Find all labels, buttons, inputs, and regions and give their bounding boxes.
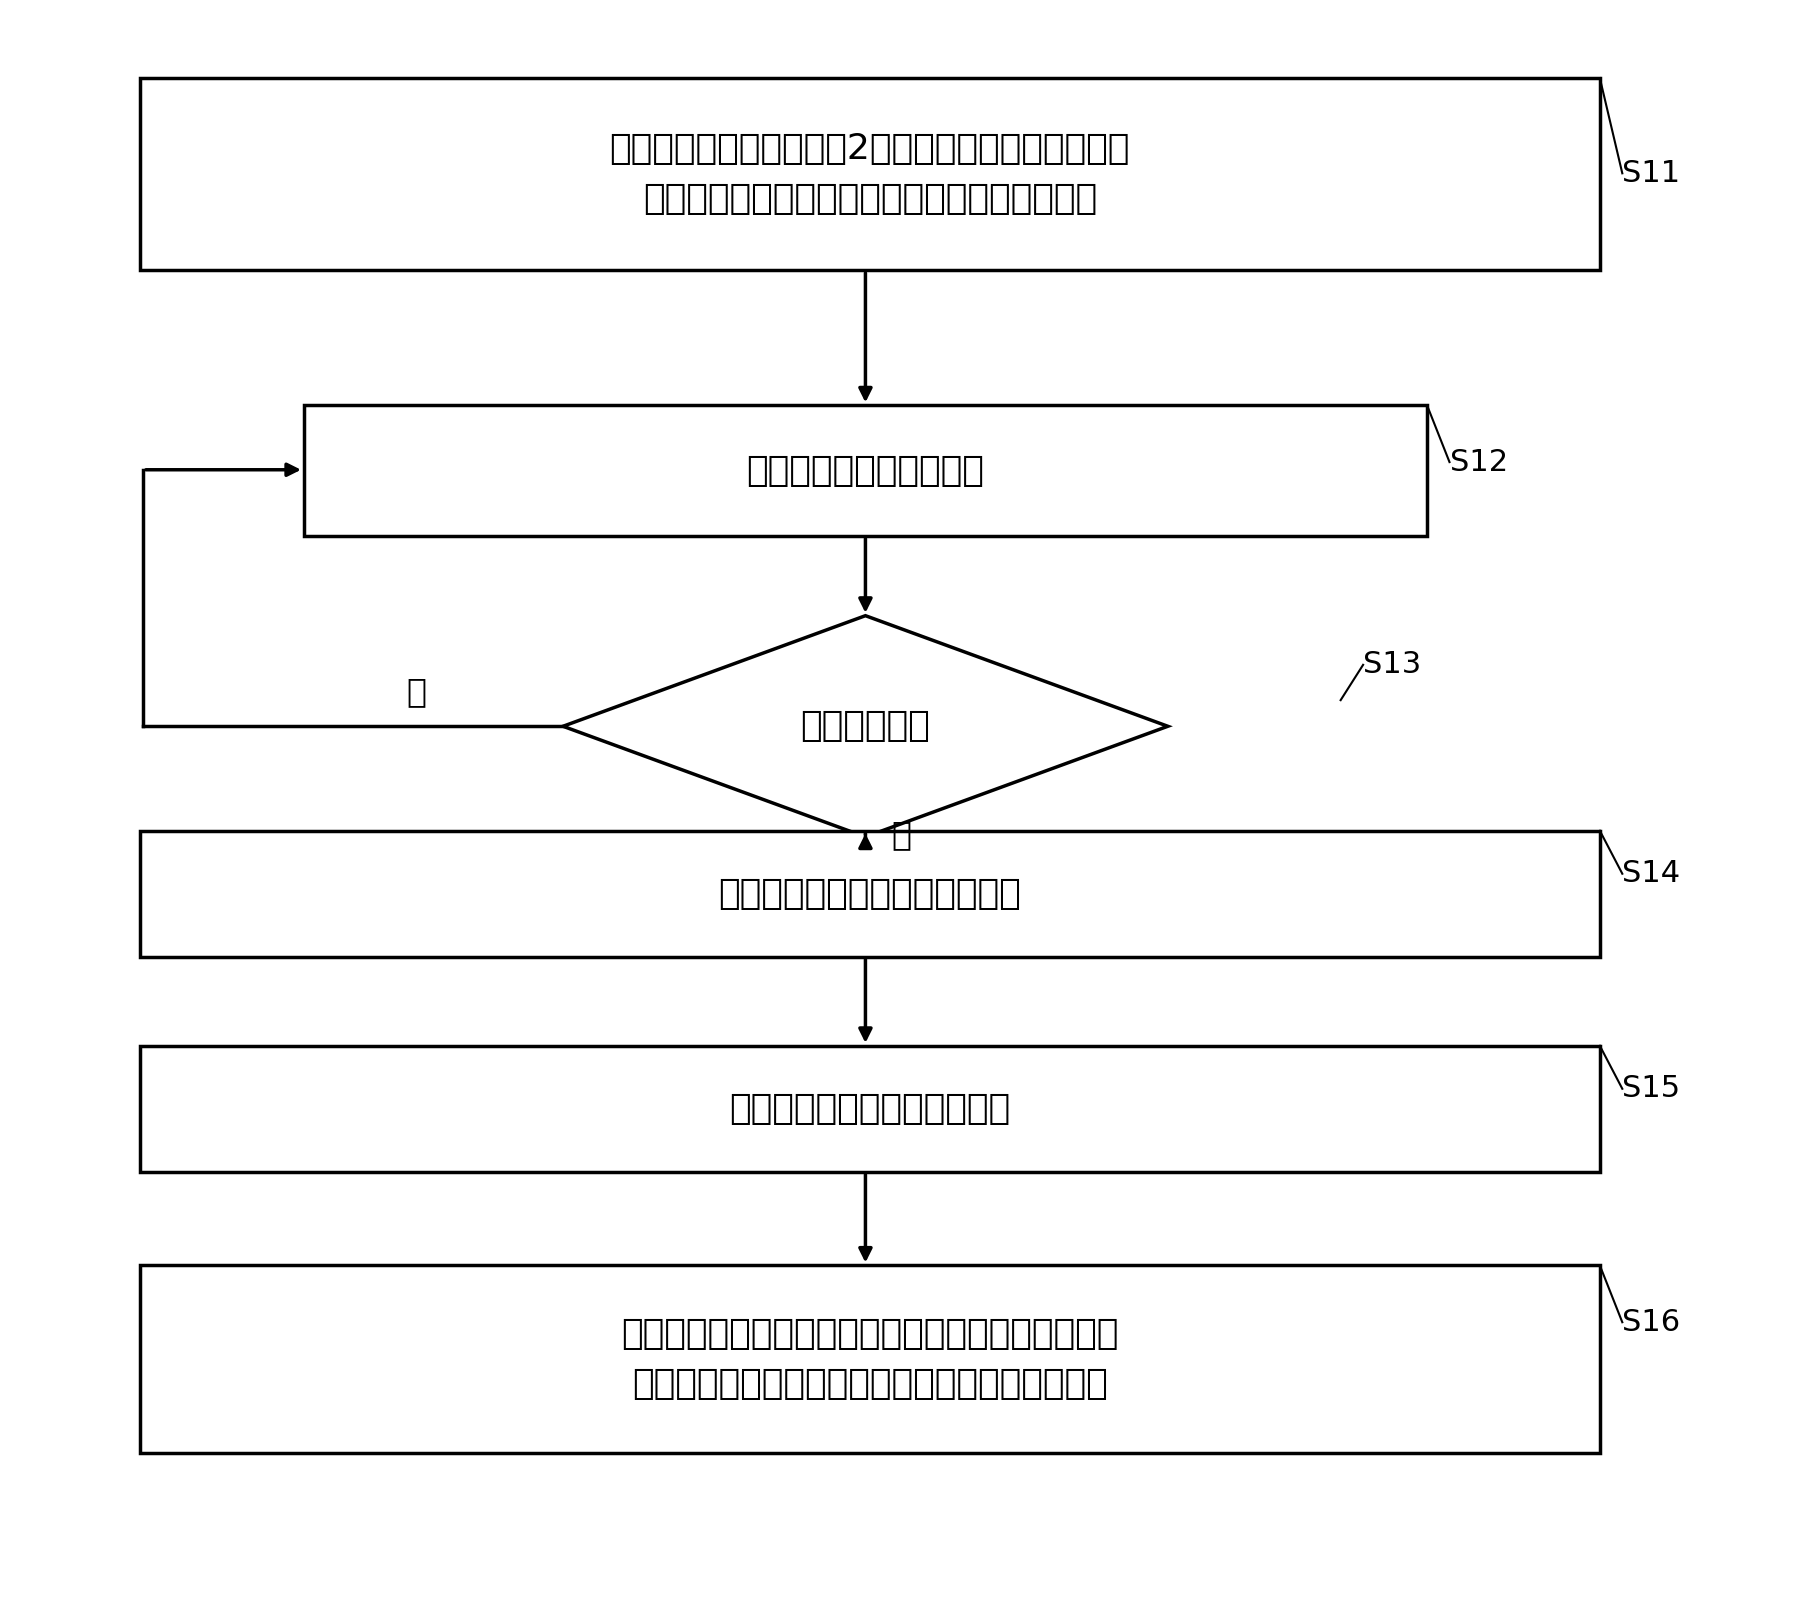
- Text: 按键被按下？: 按键被按下？: [801, 709, 931, 744]
- Text: S13: S13: [1363, 650, 1422, 680]
- Text: 判断出被按下的具体是哪个按键: 判断出被按下的具体是哪个按键: [718, 877, 1021, 910]
- Text: 是: 是: [891, 819, 911, 851]
- Bar: [304, 405, 1427, 536]
- Bar: [140, 78, 1600, 270]
- Text: 遥控装置上电进行初始化: 遥控装置上电进行初始化: [747, 453, 985, 488]
- Bar: [140, 830, 1600, 957]
- Bar: [140, 1046, 1600, 1171]
- Text: 设置每个切换控制按键的2个码值，设置每个复用按键
具有与每种需要遥控的家电一一对应的多个码值: 设置每个切换控制按键的2个码值，设置每个复用按键 具有与每种需要遥控的家电一一对…: [610, 131, 1130, 216]
- Polygon shape: [563, 616, 1168, 837]
- Text: S14: S14: [1622, 859, 1681, 888]
- Text: S16: S16: [1622, 1307, 1681, 1336]
- Text: S15: S15: [1622, 1074, 1681, 1104]
- Bar: [140, 1266, 1600, 1453]
- Text: 如被按下的按键为复用按键，则使该复用按键产生与
当前遥控的家电对应的码值，生成并发出遥控信号: 如被按下的按键为复用按键，则使该复用按键产生与 当前遥控的家电对应的码值，生成并…: [621, 1317, 1118, 1402]
- Text: 否: 否: [407, 675, 427, 707]
- Text: S12: S12: [1449, 448, 1508, 477]
- Text: 检测切换控制按键当前的码值: 检测切换控制按键当前的码值: [729, 1091, 1010, 1126]
- Text: S11: S11: [1622, 158, 1681, 187]
